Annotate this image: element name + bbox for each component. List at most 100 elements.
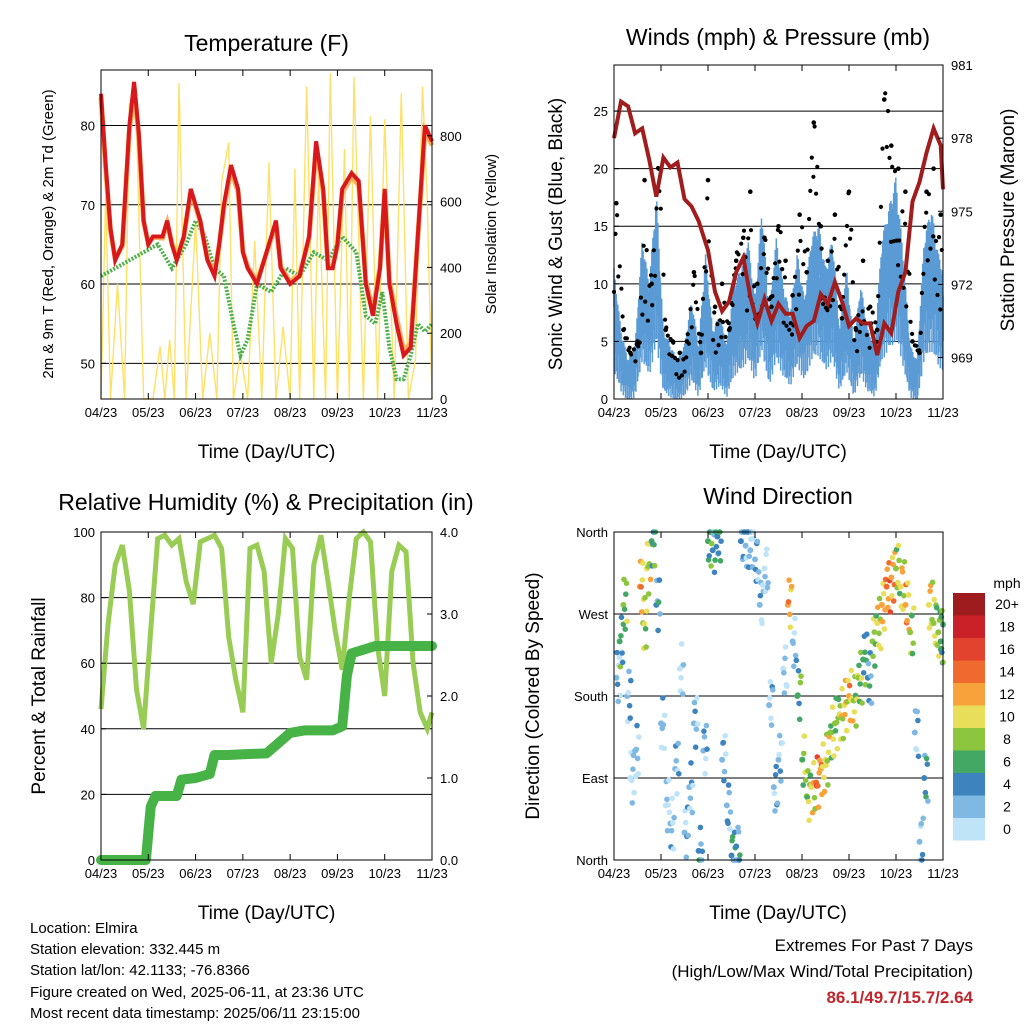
gust-point <box>668 336 673 342</box>
colorbar-label: 12 <box>999 686 1015 702</box>
wind-direction-point <box>798 673 804 679</box>
sonic-wind-trace <box>613 177 944 399</box>
winds-y-tick-label: 10 <box>594 277 608 292</box>
wind-direction-point <box>706 553 712 559</box>
gust-point <box>867 345 872 350</box>
wind-direction-point <box>939 649 945 656</box>
colorbar-label: 4 <box>1003 776 1011 792</box>
station-pressure-line <box>612 98 945 356</box>
gust-point <box>900 209 905 214</box>
wind-direction-point <box>625 689 632 696</box>
wind-direction-point <box>862 649 868 656</box>
wind-direction-point <box>773 763 779 770</box>
gust-point <box>693 300 699 305</box>
relative-humidity-line <box>98 528 435 737</box>
wind-direction-point <box>714 533 721 540</box>
gust-point <box>884 144 889 150</box>
figure-created: Figure created on Wed, 2025-06-11, at 23… <box>30 983 364 1001</box>
wind-direction-point <box>821 788 828 795</box>
wind-direction-point <box>770 687 776 693</box>
wind-direction-point <box>872 663 878 669</box>
gust-point <box>917 348 922 353</box>
wind-direction-point <box>624 618 630 624</box>
wind-direction-point <box>807 772 814 778</box>
wind-direction-point <box>936 653 942 659</box>
gust-point <box>685 332 690 337</box>
gust-point <box>932 277 937 282</box>
wind-direction-point <box>693 726 700 732</box>
gust-point <box>616 274 621 279</box>
winds-data <box>611 91 945 399</box>
gust-point <box>926 192 932 197</box>
gust-point <box>774 276 779 281</box>
gust-point <box>661 272 666 277</box>
wind-direction-point <box>922 789 929 796</box>
wind-direction-point <box>702 755 709 762</box>
wind-direction-point <box>628 777 635 784</box>
humidity-y-tick-label: 0 <box>88 853 95 868</box>
gust-point <box>855 349 860 354</box>
wind-direction-point <box>796 700 802 707</box>
wind-direction-point <box>775 756 782 763</box>
wind-direction-point <box>760 582 766 588</box>
wind-direction-point <box>776 751 782 758</box>
winds-y2-tick-label: 975 <box>951 204 973 219</box>
wind-direction-point <box>644 608 650 614</box>
wind-direction-point <box>815 783 821 789</box>
wind-direction-point <box>633 746 640 753</box>
wind-direction-point <box>926 625 933 631</box>
wind-direction-point <box>839 685 845 692</box>
temperature-x-tick-label: 06/23 <box>179 405 212 420</box>
wind-direction-point <box>815 804 822 810</box>
humidity-y-tick-label: 20 <box>81 787 95 802</box>
wind-direction-point <box>666 809 673 816</box>
temp-2m-line <box>99 81 434 360</box>
gust-point <box>773 261 778 266</box>
wind-direction-point <box>845 677 851 684</box>
wind-direction-point <box>915 717 921 724</box>
gust-point <box>761 252 766 257</box>
colorbar-label: 18 <box>999 619 1015 635</box>
wind-direction-point <box>790 640 796 647</box>
gust-point <box>925 258 930 263</box>
wind-direction-point <box>786 577 792 583</box>
wind-direction-point <box>712 557 718 563</box>
wind-direction-point <box>682 819 689 826</box>
temperature-x-tick-label: 07/23 <box>227 405 260 420</box>
winds-y2-tick-label: 978 <box>951 131 973 146</box>
wind-direction-point <box>895 579 901 586</box>
wind-direction-point <box>825 782 831 788</box>
gust-point <box>619 286 624 291</box>
extremes-summary: Extremes For Past 7 Days (High/Low/Max W… <box>672 933 973 1011</box>
gust-point <box>631 347 637 352</box>
humidity-x-tick-label: 11/23 <box>416 866 448 881</box>
gust-point <box>931 234 936 239</box>
gust-point <box>617 264 622 269</box>
wind-direction-point <box>932 633 938 639</box>
gust-point <box>852 338 857 343</box>
wind-direction-point <box>920 815 926 822</box>
wind-direction-point <box>851 709 858 715</box>
temperature-y-tick-label: 60 <box>81 277 95 292</box>
gust-point <box>890 164 895 169</box>
gust-point <box>918 330 923 335</box>
temperature-y-axis-label: 2m & 9m T (Red, Orange) & 2m Td (Green) <box>40 89 57 378</box>
gust-point <box>874 327 880 333</box>
temperature-x-tick-label: 04/23 <box>85 405 118 420</box>
recent-timestamp: Most recent data timestamp: 2025/06/11 2… <box>30 1004 360 1022</box>
wind-direction-point <box>678 675 684 681</box>
wind-direction-point <box>737 538 744 545</box>
winds-x-tick-label: 09/23 <box>833 405 866 420</box>
humidity-y2-tick-label: 4.0 <box>440 525 458 540</box>
wind-direction-point <box>673 758 680 764</box>
gust-point <box>876 294 881 299</box>
gust-point <box>652 273 658 278</box>
wind-direction-point <box>631 789 637 796</box>
wind-direction-point <box>801 733 808 739</box>
wind-direction-point <box>931 596 937 603</box>
wind-direction-point <box>889 554 896 561</box>
wind-direction-point <box>781 670 787 676</box>
wind-direction-point <box>727 826 733 832</box>
wind-direction-point <box>768 722 775 728</box>
gust-point <box>892 169 898 174</box>
